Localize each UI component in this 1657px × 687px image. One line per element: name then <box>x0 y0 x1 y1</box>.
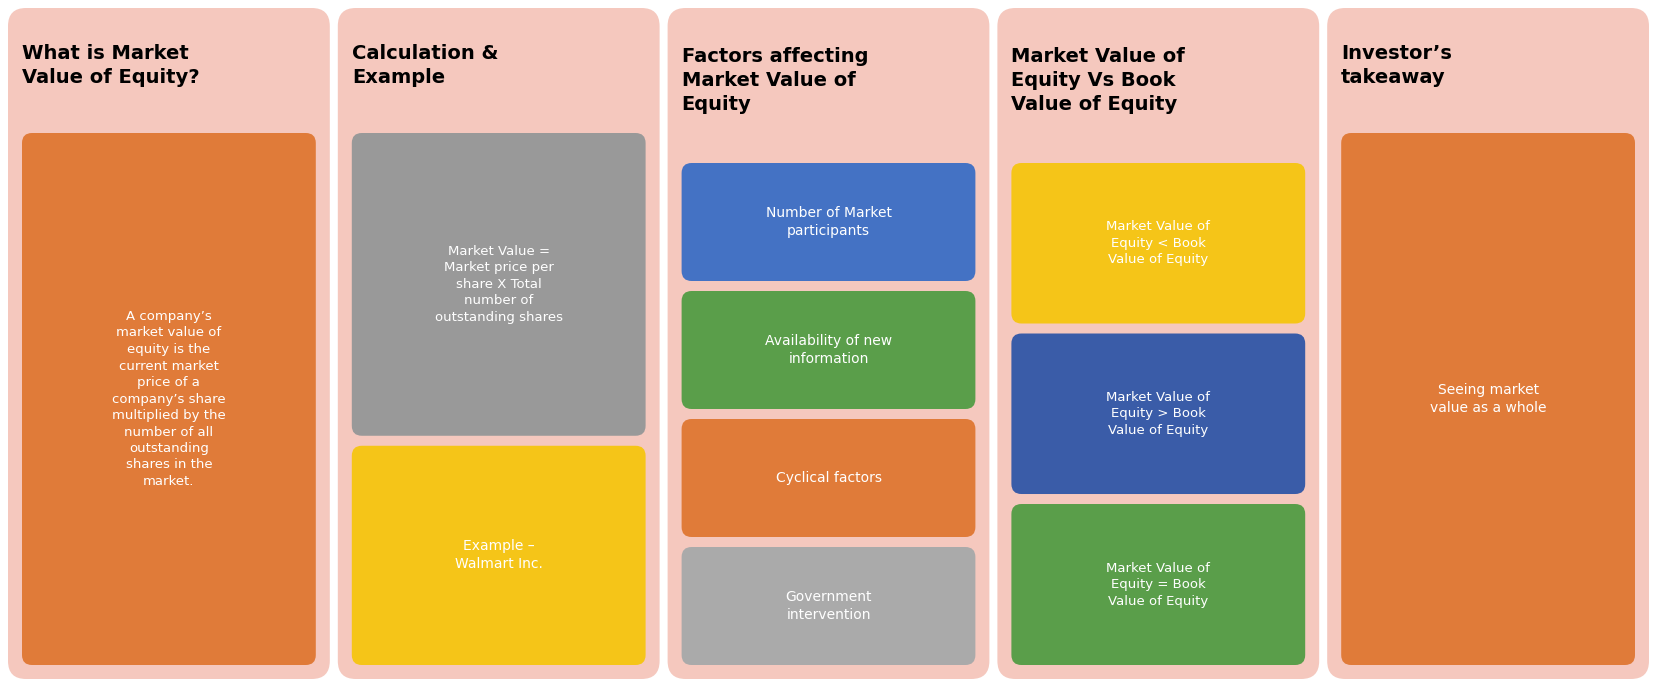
Text: Example –
Walmart Inc.: Example – Walmart Inc. <box>454 539 542 572</box>
FancyBboxPatch shape <box>22 133 316 665</box>
FancyBboxPatch shape <box>351 446 646 665</box>
FancyBboxPatch shape <box>1011 504 1306 665</box>
Text: Government
intervention: Government intervention <box>785 590 872 622</box>
Text: What is Market
Value of Equity?: What is Market Value of Equity? <box>22 44 199 87</box>
Text: A company’s
market value of
equity is the
current market
price of a
company’s sh: A company’s market value of equity is th… <box>113 310 225 488</box>
Text: Investor’s
takeaway: Investor’s takeaway <box>1341 44 1452 87</box>
FancyBboxPatch shape <box>1341 133 1635 665</box>
FancyBboxPatch shape <box>668 8 989 679</box>
FancyBboxPatch shape <box>681 163 976 281</box>
Text: Cyclical factors: Cyclical factors <box>775 471 882 485</box>
Text: Seeing market
value as a whole: Seeing market value as a whole <box>1430 383 1546 415</box>
FancyBboxPatch shape <box>998 8 1319 679</box>
FancyBboxPatch shape <box>681 419 976 537</box>
Text: Number of Market
participants: Number of Market participants <box>766 206 891 238</box>
Text: Calculation &
Example: Calculation & Example <box>351 44 499 87</box>
FancyBboxPatch shape <box>681 547 976 665</box>
FancyBboxPatch shape <box>338 8 659 679</box>
FancyBboxPatch shape <box>8 8 330 679</box>
FancyBboxPatch shape <box>1011 333 1306 494</box>
FancyBboxPatch shape <box>681 291 976 409</box>
FancyBboxPatch shape <box>1011 163 1306 324</box>
Text: Market Value =
Market price per
share X Total
number of
outstanding shares: Market Value = Market price per share X … <box>434 245 563 324</box>
FancyBboxPatch shape <box>351 133 646 436</box>
FancyBboxPatch shape <box>1327 8 1649 679</box>
Text: Availability of new
information: Availability of new information <box>766 334 891 366</box>
Text: Market Value of
Equity Vs Book
Value of Equity: Market Value of Equity Vs Book Value of … <box>1011 47 1185 113</box>
Text: Market Value of
Equity = Book
Value of Equity: Market Value of Equity = Book Value of E… <box>1107 561 1210 607</box>
Text: Market Value of
Equity > Book
Value of Equity: Market Value of Equity > Book Value of E… <box>1107 391 1210 437</box>
Text: Factors affecting
Market Value of
Equity: Factors affecting Market Value of Equity <box>681 47 868 113</box>
Text: Market Value of
Equity < Book
Value of Equity: Market Value of Equity < Book Value of E… <box>1107 221 1210 267</box>
